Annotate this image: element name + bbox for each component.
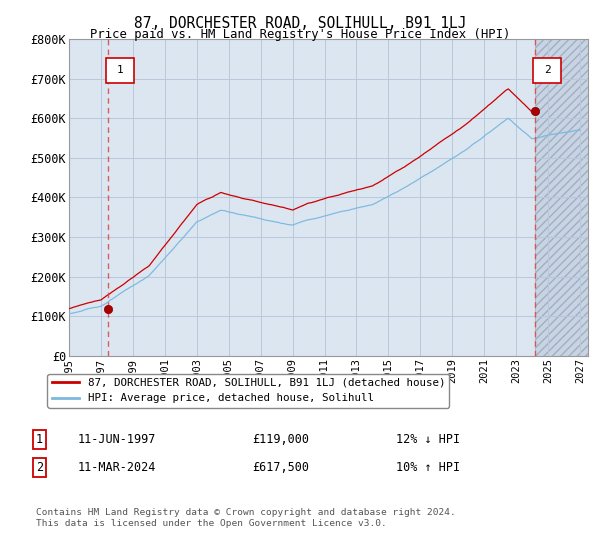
- Text: 11-JUN-1997: 11-JUN-1997: [78, 433, 157, 446]
- Text: Price paid vs. HM Land Registry's House Price Index (HPI): Price paid vs. HM Land Registry's House …: [90, 28, 510, 41]
- Text: 10% ↑ HPI: 10% ↑ HPI: [396, 461, 460, 474]
- Text: £617,500: £617,500: [252, 461, 309, 474]
- Text: 11-MAR-2024: 11-MAR-2024: [78, 461, 157, 474]
- Bar: [535, 39, 588, 356]
- Legend: 87, DORCHESTER ROAD, SOLIHULL, B91 1LJ (detached house), HPI: Average price, det: 87, DORCHESTER ROAD, SOLIHULL, B91 1LJ (…: [47, 374, 449, 408]
- Text: £119,000: £119,000: [252, 433, 309, 446]
- Bar: [535, 39, 588, 356]
- Bar: [533, 58, 562, 83]
- Text: 2: 2: [36, 461, 43, 474]
- Text: 1: 1: [36, 433, 43, 446]
- Text: 12% ↓ HPI: 12% ↓ HPI: [396, 433, 460, 446]
- Text: 2: 2: [544, 66, 550, 76]
- Bar: [106, 58, 134, 83]
- Text: 1: 1: [116, 66, 124, 76]
- Text: 87, DORCHESTER ROAD, SOLIHULL, B91 1LJ: 87, DORCHESTER ROAD, SOLIHULL, B91 1LJ: [134, 16, 466, 31]
- Text: Contains HM Land Registry data © Crown copyright and database right 2024.
This d: Contains HM Land Registry data © Crown c…: [36, 508, 456, 528]
